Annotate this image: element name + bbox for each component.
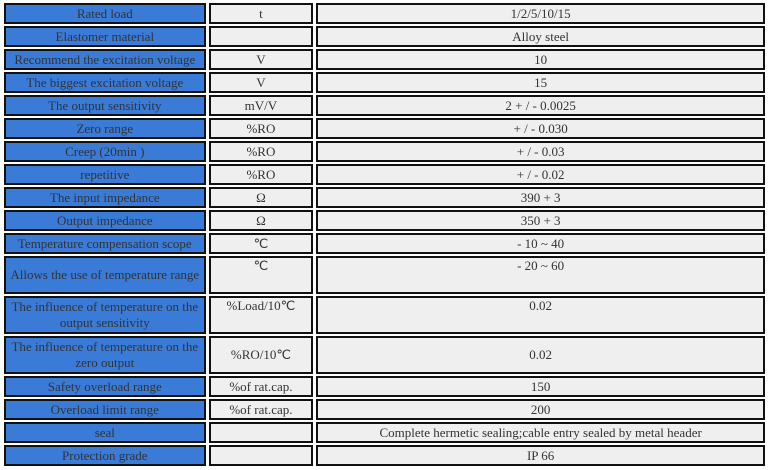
unit-cell: %Load/10℃ — [208, 296, 314, 334]
parameter-cell: The influence of temperature on the outp… — [4, 296, 206, 334]
parameter-cell: Recommend the excitation voltage — [4, 49, 206, 70]
table-row: Creep (20min ) %RO + / - 0.03 — [4, 141, 765, 162]
unit-cell: Ω — [208, 187, 314, 208]
table-row: The input impedance Ω 390 + 3 — [4, 187, 765, 208]
value-cell: 0.02 — [316, 296, 765, 334]
parameter-cell: seal — [4, 422, 206, 443]
unit-cell: %RO — [208, 141, 314, 162]
unit-cell — [208, 26, 314, 47]
value-cell: + / - 0.03 — [316, 141, 765, 162]
table-row: The influence of temperature on the outp… — [4, 296, 765, 334]
parameter-cell: Zero range — [4, 118, 206, 139]
unit-cell: %RO — [208, 164, 314, 185]
unit-cell: %of rat.cap. — [208, 399, 314, 420]
table-row: Allows the use of temperature range ℃ - 20… — [4, 256, 765, 294]
unit-cell: %RO — [208, 118, 314, 139]
table-row: The influence of temperature on the zero… — [4, 336, 765, 374]
parameter-cell: Safety overload range — [4, 376, 206, 397]
table-row: Safety overload range %of rat.cap. 150 — [4, 376, 765, 397]
table-row: Recommend the excitation voltage V 10 — [4, 49, 765, 70]
value-cell: 15 — [316, 72, 765, 93]
table-row: repetitive %RO + / - 0.02 — [4, 164, 765, 185]
unit-cell: mV/V — [208, 95, 314, 116]
value-cell: 390 + 3 — [316, 187, 765, 208]
value-cell: 0.02 — [316, 336, 765, 374]
parameter-cell: repetitive — [4, 164, 206, 185]
parameter-cell: The influence of temperature on the zero… — [4, 336, 206, 374]
unit-cell: ℃ — [208, 233, 314, 254]
parameter-cell: Rated load — [4, 3, 206, 24]
value-cell: + / - 0.02 — [316, 164, 765, 185]
parameter-cell: Temperature compensation scope — [4, 233, 206, 254]
parameter-cell: Elastomer material — [4, 26, 206, 47]
value-cell: 10 — [316, 49, 765, 70]
value-cell: - 20 ~ 60 — [316, 256, 765, 294]
parameter-cell: Overload limit range — [4, 399, 206, 420]
parameter-cell: Allows the use of temperature range — [4, 256, 206, 294]
value-cell: 150 — [316, 376, 765, 397]
table-row: seal Complete hermetic sealing;cable entr… — [4, 422, 765, 443]
value-cell: IP 66 — [316, 445, 765, 466]
unit-cell: V — [208, 49, 314, 70]
table-row: Zero range %RO + / - 0.030 — [4, 118, 765, 139]
table-row: Protection grade IP 66 — [4, 445, 765, 466]
parameter-cell: Creep (20min ) — [4, 141, 206, 162]
value-cell: 1/2/5/10/15 — [316, 3, 765, 24]
value-cell: 200 — [316, 399, 765, 420]
parameter-cell: The output sensitivity — [4, 95, 206, 116]
parameter-cell: Protection grade — [4, 445, 206, 466]
unit-cell: %RO/10℃ — [208, 336, 314, 374]
parameter-cell: The biggest excitation voltage — [4, 72, 206, 93]
parameter-cell: Output impedance — [4, 210, 206, 231]
parameter-cell: The input impedance — [4, 187, 206, 208]
table-row: Temperature compensation scope ℃ - 10 ~ 40 — [4, 233, 765, 254]
table-row: Overload limit range %of rat.cap. 200 — [4, 399, 765, 420]
table-row: Rated load t 1/2/5/10/15 — [4, 3, 765, 24]
unit-cell — [208, 422, 314, 443]
unit-cell: %of rat.cap. — [208, 376, 314, 397]
unit-cell — [208, 445, 314, 466]
value-cell: Complete hermetic sealing;cable entry se… — [316, 422, 765, 443]
table-row: Output impedance Ω 350 + 3 — [4, 210, 765, 231]
value-cell: 350 + 3 — [316, 210, 765, 231]
unit-cell: Ω — [208, 210, 314, 231]
table-row: Elastomer material Alloy steel — [4, 26, 765, 47]
table-row: The output sensitivity mV/V 2 + / - 0.0025 — [4, 95, 765, 116]
value-cell: - 10 ~ 40 — [316, 233, 765, 254]
unit-cell: ℃ — [208, 256, 314, 294]
value-cell: Alloy steel — [316, 26, 765, 47]
value-cell: 2 + / - 0.0025 — [316, 95, 765, 116]
unit-cell: V — [208, 72, 314, 93]
unit-cell: t — [208, 3, 314, 24]
table-row: The biggest excitation voltage V 15 — [4, 72, 765, 93]
value-cell: + / - 0.030 — [316, 118, 765, 139]
